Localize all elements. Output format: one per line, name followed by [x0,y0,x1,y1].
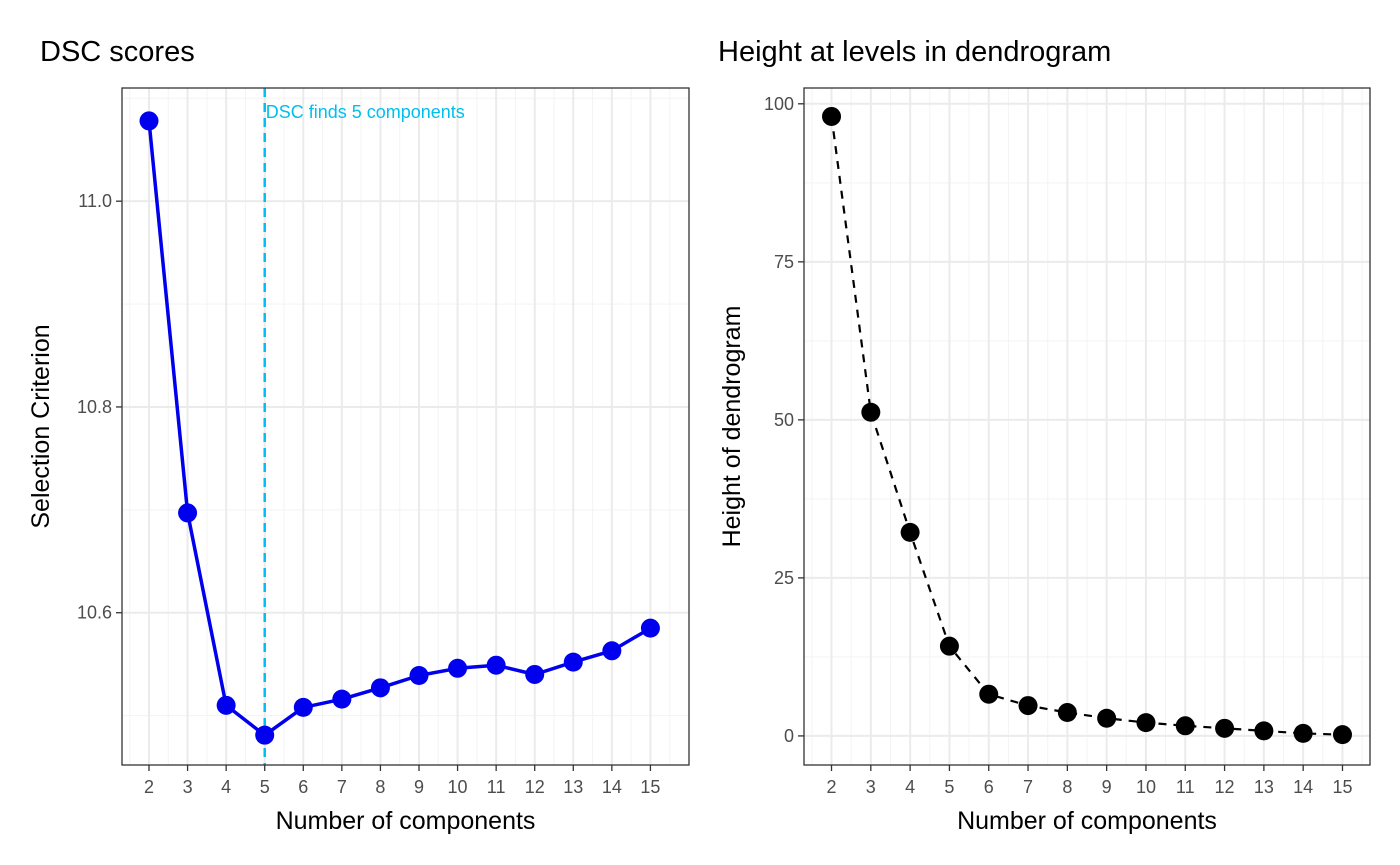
x-tick-label: 12 [525,777,545,797]
data-point [1057,703,1077,723]
y-axis-title: Height of dendrogram [718,306,746,548]
x-tick-label: 10 [1136,777,1156,797]
data-point [1018,696,1038,716]
data-point [1215,718,1235,738]
data-point [1332,725,1352,745]
data-point [602,641,622,661]
data-point [293,697,313,717]
data-point [979,684,999,704]
x-tick-label: 9 [1102,777,1112,797]
data-point [370,678,390,698]
x-axis-title: Number of components [957,807,1217,835]
data-points [822,106,1352,745]
x-tick-label: 8 [1062,777,1072,797]
y-tick-label: 25 [774,568,794,588]
data-points [139,111,660,745]
x-tick-label: 11 [1176,777,1195,797]
data-point [216,695,236,715]
chart-title: DSC scores [40,36,195,68]
data-point [640,618,660,638]
y-tick-label: 100 [764,94,794,114]
x-tick-label: 15 [1332,777,1352,797]
x-tick-label: 5 [944,777,954,797]
x-tick-label: 11 [487,777,506,797]
grid-lines [804,88,1370,765]
data-point [861,402,881,422]
series-line [830,116,1343,736]
x-axis-title: Number of components [276,807,536,835]
x-tick-label: 14 [602,777,622,797]
data-point [563,652,583,672]
x-tick-label: 10 [448,777,468,797]
y-tick-label: 10.6 [77,603,112,623]
x-tick-label: 7 [1023,777,1033,797]
tick-marks [116,200,652,771]
y-tick-label: 11.0 [78,191,112,211]
data-point [1293,723,1313,743]
y-tick-label: 0 [784,726,794,746]
data-point [448,658,468,678]
tick-marks [798,103,1344,771]
data-point [1254,721,1274,741]
chart-title: Height at levels in dendrogram [718,36,1111,68]
x-tick-label: 3 [866,777,876,797]
data-point [255,725,275,745]
y-tick-label: 10.8 [77,397,112,417]
x-tick-label: 12 [1215,777,1235,797]
data-point [822,106,842,126]
reference-annotation: DSC finds 5 components [266,102,465,122]
grid-lines [122,88,689,765]
x-tick-label: 2 [144,777,154,797]
data-point [1136,713,1156,733]
data-point [525,664,545,684]
reference-layer: DSC finds 5 components [263,88,465,765]
dsc-scores-chart: DSC scores DSC finds 5 components 2 3 4 5 6 7… [27,36,690,835]
x-tick-label: 5 [260,777,270,797]
data-point [486,655,506,675]
x-tick-label: 2 [827,777,837,797]
x-tick-label: 13 [1254,777,1274,797]
data-point [939,636,959,656]
x-tick-label: 7 [337,777,347,797]
x-tick-label: 14 [1293,777,1313,797]
x-tick-label: 6 [984,777,994,797]
data-point [409,665,429,685]
y-tick-labels: 0 25 50 75 100 [764,94,794,746]
x-tick-label: 4 [905,777,915,797]
x-tick-label: 4 [221,777,231,797]
x-tick-label: 3 [183,777,193,797]
dendrogram-height-chart: Height at levels in dendrogram 2 3 4 5 6 7 8 9 1… [718,36,1371,835]
x-tick-label: 6 [298,777,308,797]
x-tick-label: 8 [375,777,385,797]
y-tick-labels: 10.6 10.8 11.0 [77,191,112,623]
data-point [900,522,920,542]
y-tick-label: 50 [774,410,794,430]
series-lines [830,116,1343,736]
x-tick-label: 9 [414,777,424,797]
y-axis-title: Selection Criterion [27,324,55,528]
panel-border [803,87,1371,766]
data-point [1097,708,1117,728]
data-point [332,689,352,709]
panel-border [121,87,690,766]
x-tick-label: 13 [563,777,583,797]
x-tick-labels: 2 3 4 5 6 7 8 9 10 11 12 13 14 15 [827,777,1353,797]
data-point [1175,716,1195,736]
data-point [178,503,198,523]
y-tick-label: 75 [774,252,794,272]
x-tick-label: 15 [640,777,660,797]
data-point [139,111,159,131]
x-tick-labels: 2 3 4 5 6 7 8 9 10 11 12 13 14 15 [144,777,660,797]
